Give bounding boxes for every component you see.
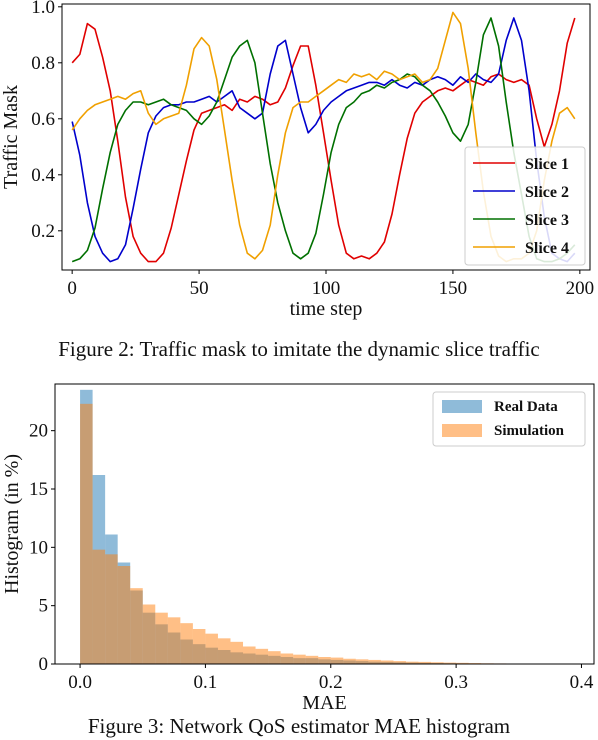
traffic-chart-x-tick-label: 100	[312, 278, 341, 299]
histogram-bar-simulation	[192, 629, 206, 664]
legend-label-slice-2: Slice 2	[525, 184, 569, 201]
histogram-bar-simulation	[217, 638, 231, 664]
traffic-chart-y-axis-label: Traffic Mask	[0, 85, 22, 189]
histogram-bar-simulation	[380, 660, 394, 664]
traffic-chart-y-tick-label: 0.4	[31, 165, 55, 186]
histogram-bar-simulation	[180, 623, 193, 664]
histogram-bar-simulation	[305, 655, 319, 664]
traffic-chart-x-tick-label: 0	[67, 278, 77, 299]
mae-chart-x-tick-label: 0.0	[68, 672, 92, 693]
traffic-chart-legend	[464, 146, 586, 266]
legend-swatch-real-data	[442, 400, 482, 413]
histogram-bar-simulation	[243, 646, 256, 664]
histogram-bar-simulation	[167, 617, 181, 664]
histogram-bar-simulation	[280, 653, 294, 664]
histogram-bar-simulation	[105, 554, 118, 664]
mae-chart-x-axis-label: MAE	[302, 692, 346, 714]
histogram-bar-simulation	[255, 648, 269, 664]
traffic-chart-x-tick-label: 50	[190, 278, 209, 299]
histogram-bar-simulation	[205, 633, 218, 664]
traffic-chart-y-tick-label: 1.0	[31, 0, 55, 18]
mae-chart-y-tick-label: 0	[39, 654, 49, 675]
legend-label-slice-4: Slice 4	[525, 240, 569, 257]
histogram-bar-simulation	[330, 657, 344, 664]
histogram-bar-simulation	[431, 662, 444, 664]
figure-3-caption: Figure 3: Network QoS estimator MAE hist…	[87, 714, 511, 738]
histogram-bar-simulation	[130, 588, 143, 664]
histogram-bar-simulation	[318, 657, 331, 664]
mae-chart-y-axis-label: Histogram (in %)	[1, 454, 23, 594]
legend-label-simulation: Simulation	[494, 423, 565, 439]
mae-chart-x-tick-label: 0.4	[570, 672, 594, 693]
traffic-chart-x-axis-label: time step	[290, 298, 363, 320]
traffic-chart-y-tick-label: 0.6	[31, 109, 55, 130]
histogram-bar-simulation	[230, 641, 244, 664]
series-line-slice-1	[71, 17, 576, 263]
legend-swatch-simulation	[442, 424, 482, 437]
traffic-chart-y-tick-label: 0.8	[31, 53, 55, 74]
histogram-bar-simulation	[355, 659, 369, 664]
legend-label-slice-3: Slice 3	[525, 212, 569, 229]
histogram-bar-simulation	[393, 661, 406, 664]
histogram-bar-simulation	[456, 662, 469, 664]
mae-chart-y-tick-label: 15	[29, 479, 48, 500]
mae-chart-x-tick-label: 0.2	[319, 672, 343, 693]
histogram-bar-simulation	[368, 659, 381, 664]
mae-chart-x-tick-label: 0.1	[194, 672, 218, 693]
series-line-slice-3	[71, 17, 576, 263]
histogram-bar-simulation	[343, 658, 356, 664]
histogram-bar-simulation	[117, 566, 131, 664]
mae-chart-y-tick-label: 20	[29, 421, 48, 442]
traffic-chart-y-tick-label: 0.2	[31, 221, 55, 242]
mae-chart-axes-frame	[54, 383, 595, 665]
histogram-bar-simulation	[92, 549, 106, 664]
traffic-chart-x-tick-label: 150	[439, 278, 468, 299]
histogram-bar-simulation	[155, 612, 168, 664]
traffic-chart-x-tick-label: 200	[566, 278, 595, 299]
series-line-slice-2	[71, 17, 576, 263]
mae-chart-y-tick-label: 10	[29, 537, 48, 558]
histogram-bar-simulation	[80, 403, 93, 664]
histogram-bar-simulation	[418, 661, 432, 664]
histogram-bar-simulation	[443, 662, 457, 664]
histogram-bar-simulation	[405, 661, 419, 664]
histogram-bar-simulation	[268, 651, 281, 664]
legend-label-real-data: Real Data	[494, 399, 558, 415]
histogram-bar-simulation	[142, 604, 156, 664]
mae-chart-y-tick-label: 5	[39, 596, 49, 617]
mae-chart-x-tick-label: 0.3	[444, 672, 468, 693]
figure-2-caption: Figure 2: Traffic mask to imitate the dy…	[58, 337, 540, 361]
histogram-bar-simulation	[293, 654, 306, 664]
legend-label-slice-1: Slice 1	[525, 156, 569, 173]
